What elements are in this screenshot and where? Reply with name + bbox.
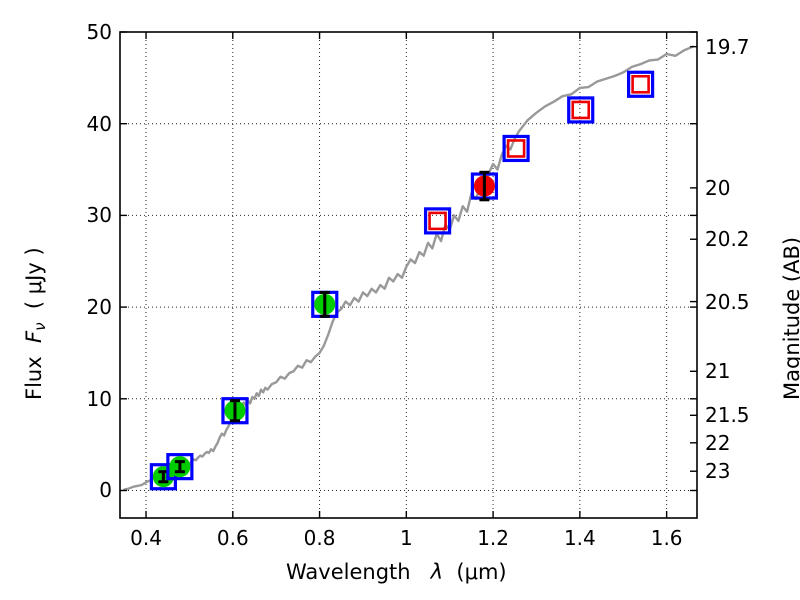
x-axis-label-unit: (μm) bbox=[456, 560, 507, 584]
right-tick-label: 22 bbox=[705, 430, 731, 455]
axis-tick-marks bbox=[120, 31, 697, 518]
photometry-box bbox=[149, 463, 177, 491]
y-tick-label: 50 bbox=[86, 20, 112, 44]
y-axis-label-unit: ( μJy ) bbox=[22, 247, 46, 310]
data-point bbox=[149, 463, 177, 491]
y-tick-label: 20 bbox=[86, 295, 112, 320]
right-tick-label: 21 bbox=[705, 359, 731, 384]
data-point bbox=[166, 453, 194, 481]
data-point bbox=[311, 290, 339, 318]
y-tick-label: 0 bbox=[99, 478, 112, 503]
model-flux-square bbox=[428, 211, 447, 231]
model-flux-square bbox=[571, 100, 591, 120]
right-tick-label: 20 bbox=[705, 175, 731, 200]
data-point bbox=[470, 170, 499, 202]
photometry-box bbox=[221, 397, 249, 425]
x-tick-label: 1.2 bbox=[477, 526, 509, 550]
x-tick-label: 1.6 bbox=[650, 526, 683, 550]
y-axis-label-symbol: F bbox=[22, 330, 46, 343]
right-tick-label: 19.7 bbox=[705, 34, 750, 59]
error-bar bbox=[229, 399, 240, 423]
x-tick-label: 1 bbox=[399, 526, 413, 550]
model-flux-square bbox=[506, 139, 526, 158]
right-tick-label: 20.5 bbox=[705, 289, 750, 314]
axes-frame bbox=[119, 31, 698, 519]
y-axis-label-word: Flux bbox=[22, 356, 46, 400]
y-tick-label: 30 bbox=[86, 203, 112, 228]
photometry-box bbox=[627, 70, 655, 98]
y-tick-label: 10 bbox=[86, 386, 112, 411]
plot-area-background bbox=[120, 32, 697, 518]
photometry-box bbox=[423, 207, 452, 235]
photometry-box bbox=[166, 453, 194, 481]
photometry-box bbox=[502, 134, 530, 163]
y-axis-label-subscript: ν bbox=[30, 322, 49, 331]
data-point-markers bbox=[149, 70, 655, 491]
photometry-box bbox=[567, 96, 595, 124]
right-tick-label: 23 bbox=[705, 459, 731, 484]
horizontal-gridlines bbox=[120, 123, 697, 491]
data-point bbox=[423, 207, 452, 235]
y-axis-label: Flux Fν ( μJy ) bbox=[22, 247, 49, 400]
data-point bbox=[567, 96, 595, 124]
data-point bbox=[502, 134, 530, 163]
model-flux-square bbox=[631, 74, 650, 94]
y-tick-label: 40 bbox=[86, 111, 112, 136]
right-tick-label: 21.5 bbox=[705, 403, 750, 428]
x-tick-label: 1.4 bbox=[563, 526, 596, 550]
data-point bbox=[627, 70, 655, 98]
x-axis-label-word: Wavelength bbox=[286, 560, 411, 584]
error-bar bbox=[479, 170, 490, 202]
x-tick-label: 0.4 bbox=[130, 526, 162, 550]
x-axis-label-lambda: λ bbox=[430, 560, 444, 584]
right-axis-label: Magnitude (AB) bbox=[780, 236, 800, 400]
error-bar bbox=[319, 290, 330, 318]
x-axis-label: Wavelength λ (μm) bbox=[286, 560, 507, 584]
x-tick-label: 0.6 bbox=[216, 526, 249, 550]
right-tick-label: 20.2 bbox=[705, 227, 750, 252]
x-tick-label: 0.8 bbox=[303, 526, 336, 550]
error-bar bbox=[174, 460, 185, 474]
data-point bbox=[221, 397, 249, 425]
